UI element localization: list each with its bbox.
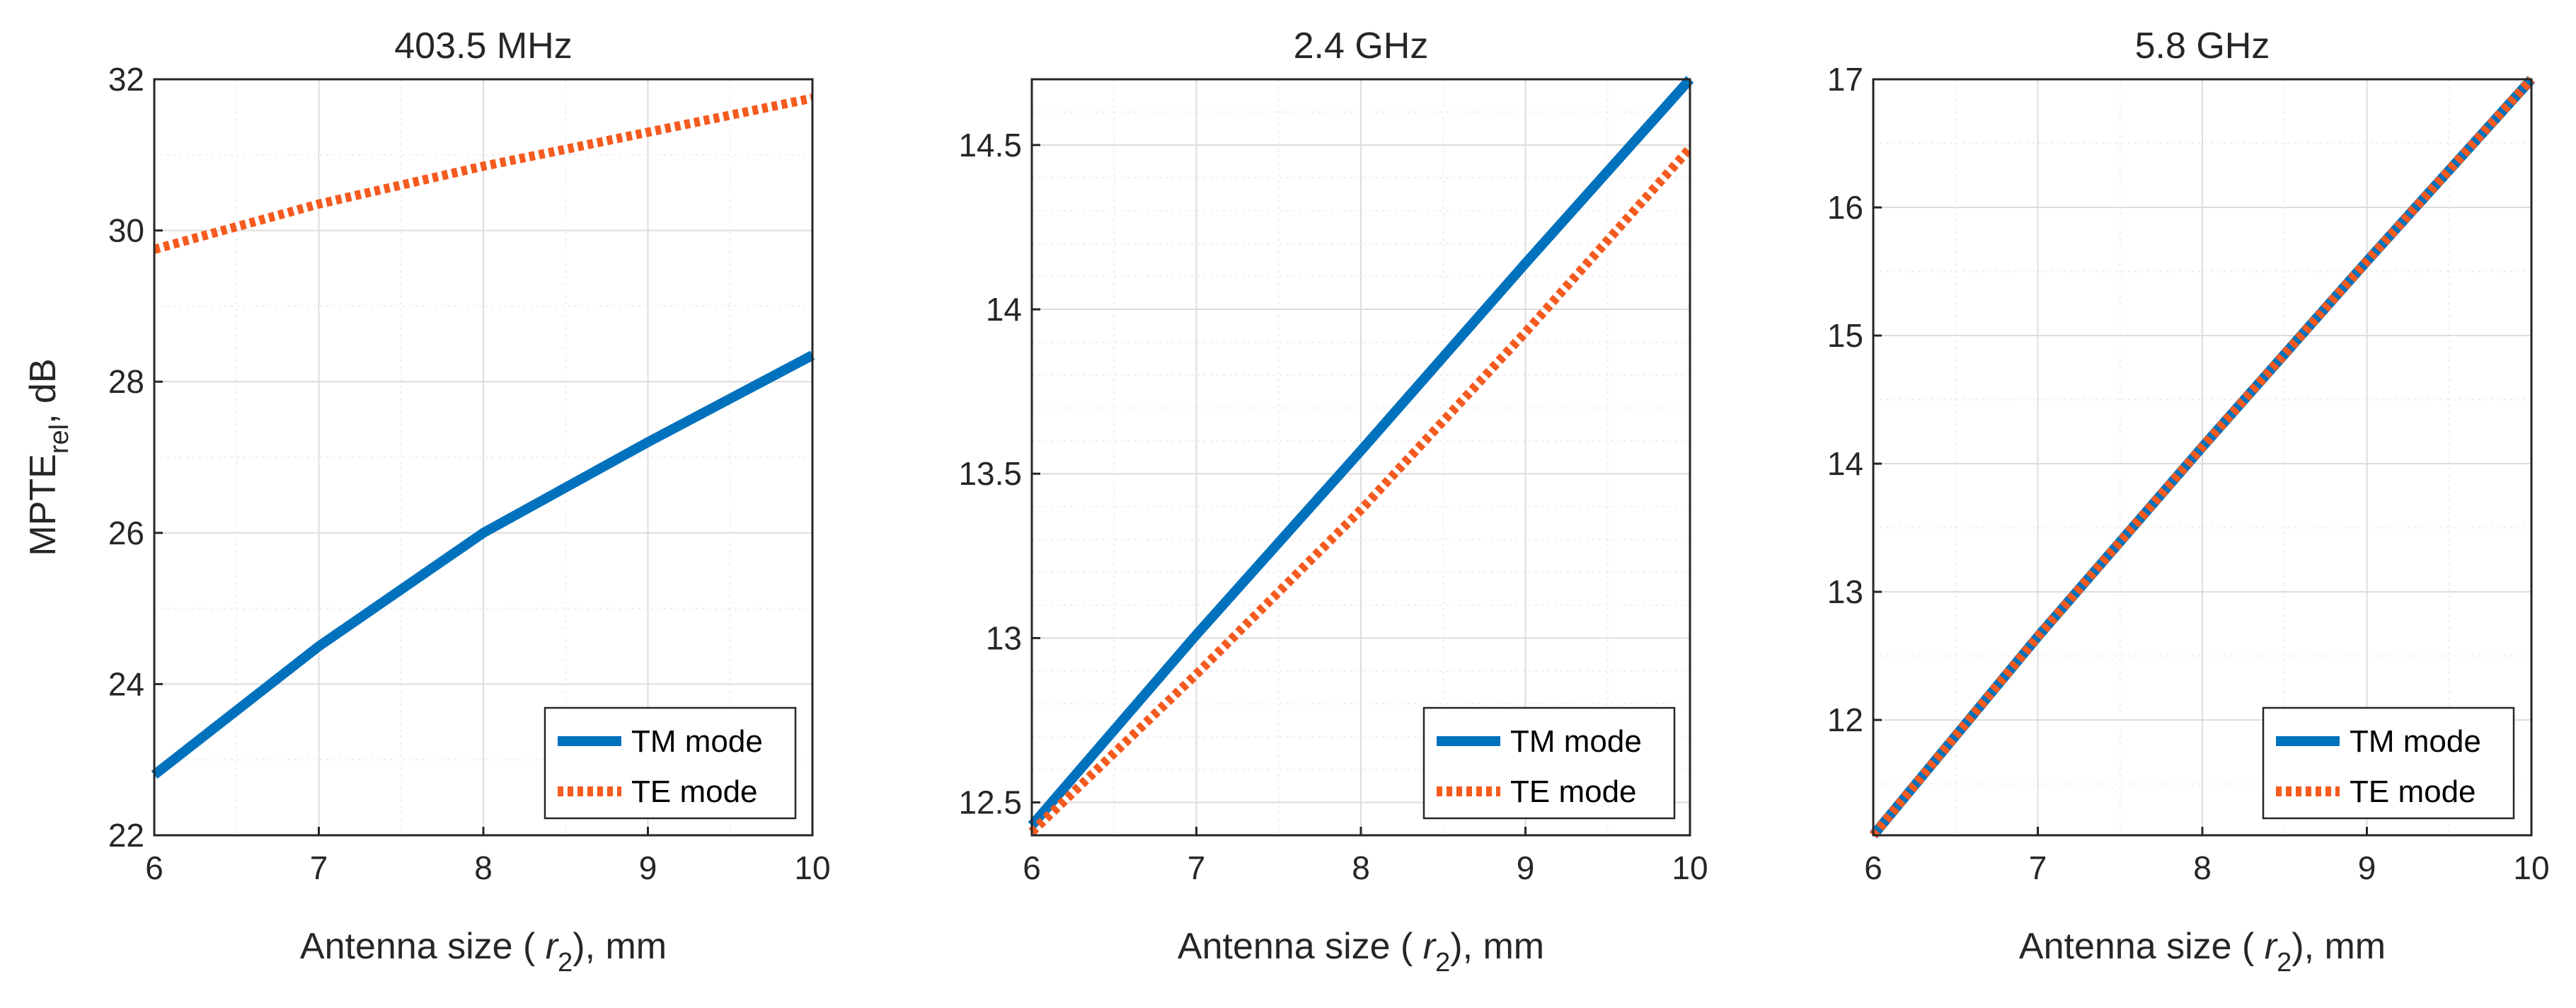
series-layer (151, 93, 815, 779)
legend: TM mode TE mode (544, 706, 797, 820)
x-tick-label: 9 (1517, 849, 1535, 886)
series-layer (1869, 76, 2536, 839)
panel-2-4ghz: 2.4 GHz 6 7 8 9 10 12.5 13 13.5 14 14.5 TM mode T… (958, 25, 1708, 978)
y-tick-label: 22 (108, 817, 144, 854)
x-axis-label-sub: 2 (1435, 948, 1450, 978)
y-axis-label-sub: rel (45, 424, 74, 454)
y-axis-label-suffix: , dB (23, 358, 64, 424)
y-tick-label: 16 (1827, 189, 1863, 226)
x-axis-label: Antenna size ( r2), mm (2019, 926, 2386, 978)
tick-labels: 6 7 8 9 10 12 13 14 15 16 17 (1827, 61, 2550, 886)
panel-403mhz: 403.5 MHz 6 7 8 9 10 22 24 26 28 30 32 TM mode TE … (23, 25, 831, 978)
x-tick-label: 10 (1672, 849, 1708, 886)
x-tick-label: 8 (2193, 849, 2212, 886)
y-tick-label: 13.5 (958, 455, 1022, 492)
legend: TM mode TE mode (2262, 706, 2515, 820)
x-axis-label-var: r (546, 926, 560, 967)
x-axis-label-sub: 2 (2277, 948, 2292, 978)
chart-title: 2.4 GHz (1294, 25, 1429, 67)
chart-title: 403.5 MHz (394, 25, 572, 67)
legend-label-tm: TM mode (631, 724, 763, 759)
series-line-tm (1028, 76, 1694, 829)
x-axis-label-sub: 2 (558, 948, 573, 978)
legend-label-te: TE mode (1510, 774, 1637, 809)
series-layer (1028, 76, 1694, 836)
axes-box (1872, 78, 2533, 837)
series-line-te (1028, 145, 1694, 836)
x-axis-label-suffix: ), mm (573, 926, 667, 967)
y-tick-label: 14 (1827, 445, 1863, 482)
axes-box (153, 78, 814, 837)
x-axis-label-prefix: Antenna size ( (300, 926, 546, 967)
y-tick-label: 12 (1827, 701, 1863, 738)
y-tick-label: 14.5 (958, 127, 1022, 164)
y-axis-label: MPTErel, dB (23, 358, 74, 556)
x-tick-label: 10 (2513, 849, 2549, 886)
y-tick-label: 30 (108, 212, 144, 249)
x-tick-label: 6 (1864, 849, 1882, 886)
x-tick-label: 10 (794, 849, 830, 886)
legend-label-te: TE mode (2350, 774, 2476, 809)
x-tick-label: 9 (2358, 849, 2376, 886)
x-tick-label: 8 (474, 849, 493, 886)
x-tick-label: 7 (310, 849, 328, 886)
y-tick-label: 15 (1827, 317, 1863, 354)
legend-label-tm: TM mode (1510, 724, 1642, 759)
x-axis-label-var: r (1423, 926, 1437, 967)
x-axis-label-suffix: ), mm (2292, 926, 2386, 967)
series-line-te (153, 93, 814, 254)
y-tick-label: 32 (108, 61, 144, 98)
x-tick-label: 7 (2029, 849, 2047, 886)
y-tick-label: 14 (986, 291, 1022, 328)
tick-labels: 6 7 8 9 10 22 24 26 28 30 32 (108, 61, 831, 886)
x-axis-label-suffix: ), mm (1450, 926, 1544, 967)
x-axis-label: Antenna size ( r2), mm (1178, 926, 1544, 978)
y-tick-label: 13 (1827, 573, 1863, 610)
x-tick-label: 8 (1352, 849, 1370, 886)
panel-5-8ghz: 5.8 GHz 6 7 8 9 10 12 13 14 15 16 17 TM mode TE mo… (1827, 25, 2550, 978)
x-axis-label-var: r (2265, 926, 2279, 967)
x-tick-label: 6 (145, 849, 163, 886)
series-line-tm (151, 350, 815, 779)
x-tick-label: 9 (639, 849, 657, 886)
y-tick-label: 13 (986, 619, 1022, 656)
chart-title: 5.8 GHz (2135, 25, 2270, 67)
series-line-te (1869, 76, 2535, 839)
y-tick-label: 17 (1827, 61, 1863, 98)
y-tick-label: 24 (108, 665, 144, 702)
y-tick-label: 26 (108, 515, 144, 551)
x-tick-label: 6 (1023, 849, 1041, 886)
legend-box (1422, 706, 1676, 820)
x-axis-label: Antenna size ( r2), mm (300, 926, 667, 978)
tick-labels: 6 7 8 9 10 12.5 13 13.5 14 14.5 (958, 127, 1708, 886)
legend-box (544, 706, 797, 820)
axes-box (1030, 78, 1691, 837)
legend-box (2262, 706, 2515, 820)
legend-label-tm: TM mode (2350, 724, 2481, 759)
y-tick-label: 12.5 (958, 784, 1022, 821)
x-tick-label: 7 (1188, 849, 1206, 886)
y-axis-label-base: MPTE (23, 454, 64, 556)
legend-label-te: TE mode (631, 774, 758, 809)
y-tick-label: 28 (108, 363, 144, 400)
x-axis-label-prefix: Antenna size ( (1178, 926, 1423, 967)
x-axis-label-prefix: Antenna size ( (2019, 926, 2265, 967)
legend: TM mode TE mode (1422, 706, 1676, 820)
